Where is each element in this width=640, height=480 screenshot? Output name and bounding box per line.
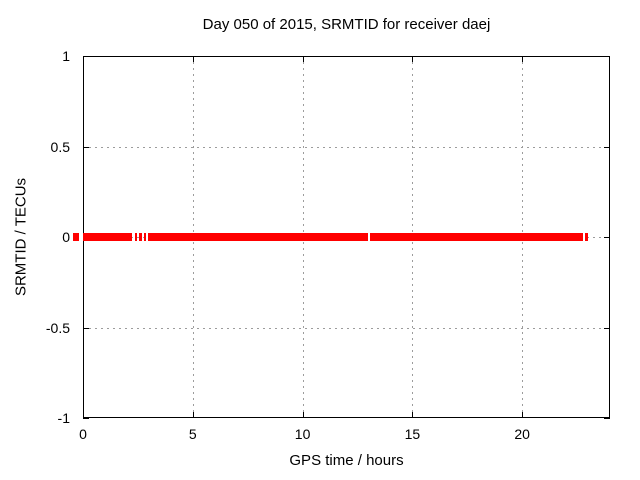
series-segment [83,233,133,241]
y-tick-label: 1 [62,48,70,64]
series-segment [148,233,369,241]
x-tick-label: 5 [188,426,197,442]
x-axis-label: GPS time / hours [289,452,404,469]
y-tick-mark [83,418,89,419]
series-segment [134,233,138,241]
x-tick-mark [522,412,524,418]
x-tick-label: 0 [79,426,87,442]
series-segment [72,233,80,241]
y-tick-label: -0.5 [45,319,70,336]
x-tick-mark [83,56,84,62]
y-tick-label: -1 [57,410,70,426]
y-tick-label: 0.5 [50,138,70,155]
series-segment [144,233,147,241]
y-tick-mark [83,327,89,329]
y-tick-label: 0 [62,229,70,245]
chart-title: Day 050 of 2015, SRMTID for receiver dae… [202,16,491,33]
y-tick-mark [604,327,610,329]
x-tick-mark [192,412,194,418]
y-axis-label: SRMTID / TECUs [12,177,30,297]
x-tick-mark [412,412,414,418]
y-tick-mark [83,146,89,148]
y-gridline [83,146,610,148]
series-segment [584,233,589,241]
x-tick-mark [522,56,524,62]
y-tick-mark [604,146,610,148]
y-tick-mark [604,56,610,57]
x-tick-label: 20 [514,426,530,442]
x-tick-mark [302,412,304,418]
x-tick-label: 15 [404,426,421,442]
series-segment [139,233,143,241]
y-tick-mark [604,418,610,419]
x-tick-label: 10 [294,426,311,442]
y-tick-mark [83,56,89,57]
x-tick-mark [192,56,194,62]
series-segment [370,233,583,241]
x-tick-mark [412,56,414,62]
y-gridline [83,327,610,329]
x-tick-mark [83,412,84,418]
x-tick-mark [302,56,304,62]
y-tick-mark [604,237,610,238]
